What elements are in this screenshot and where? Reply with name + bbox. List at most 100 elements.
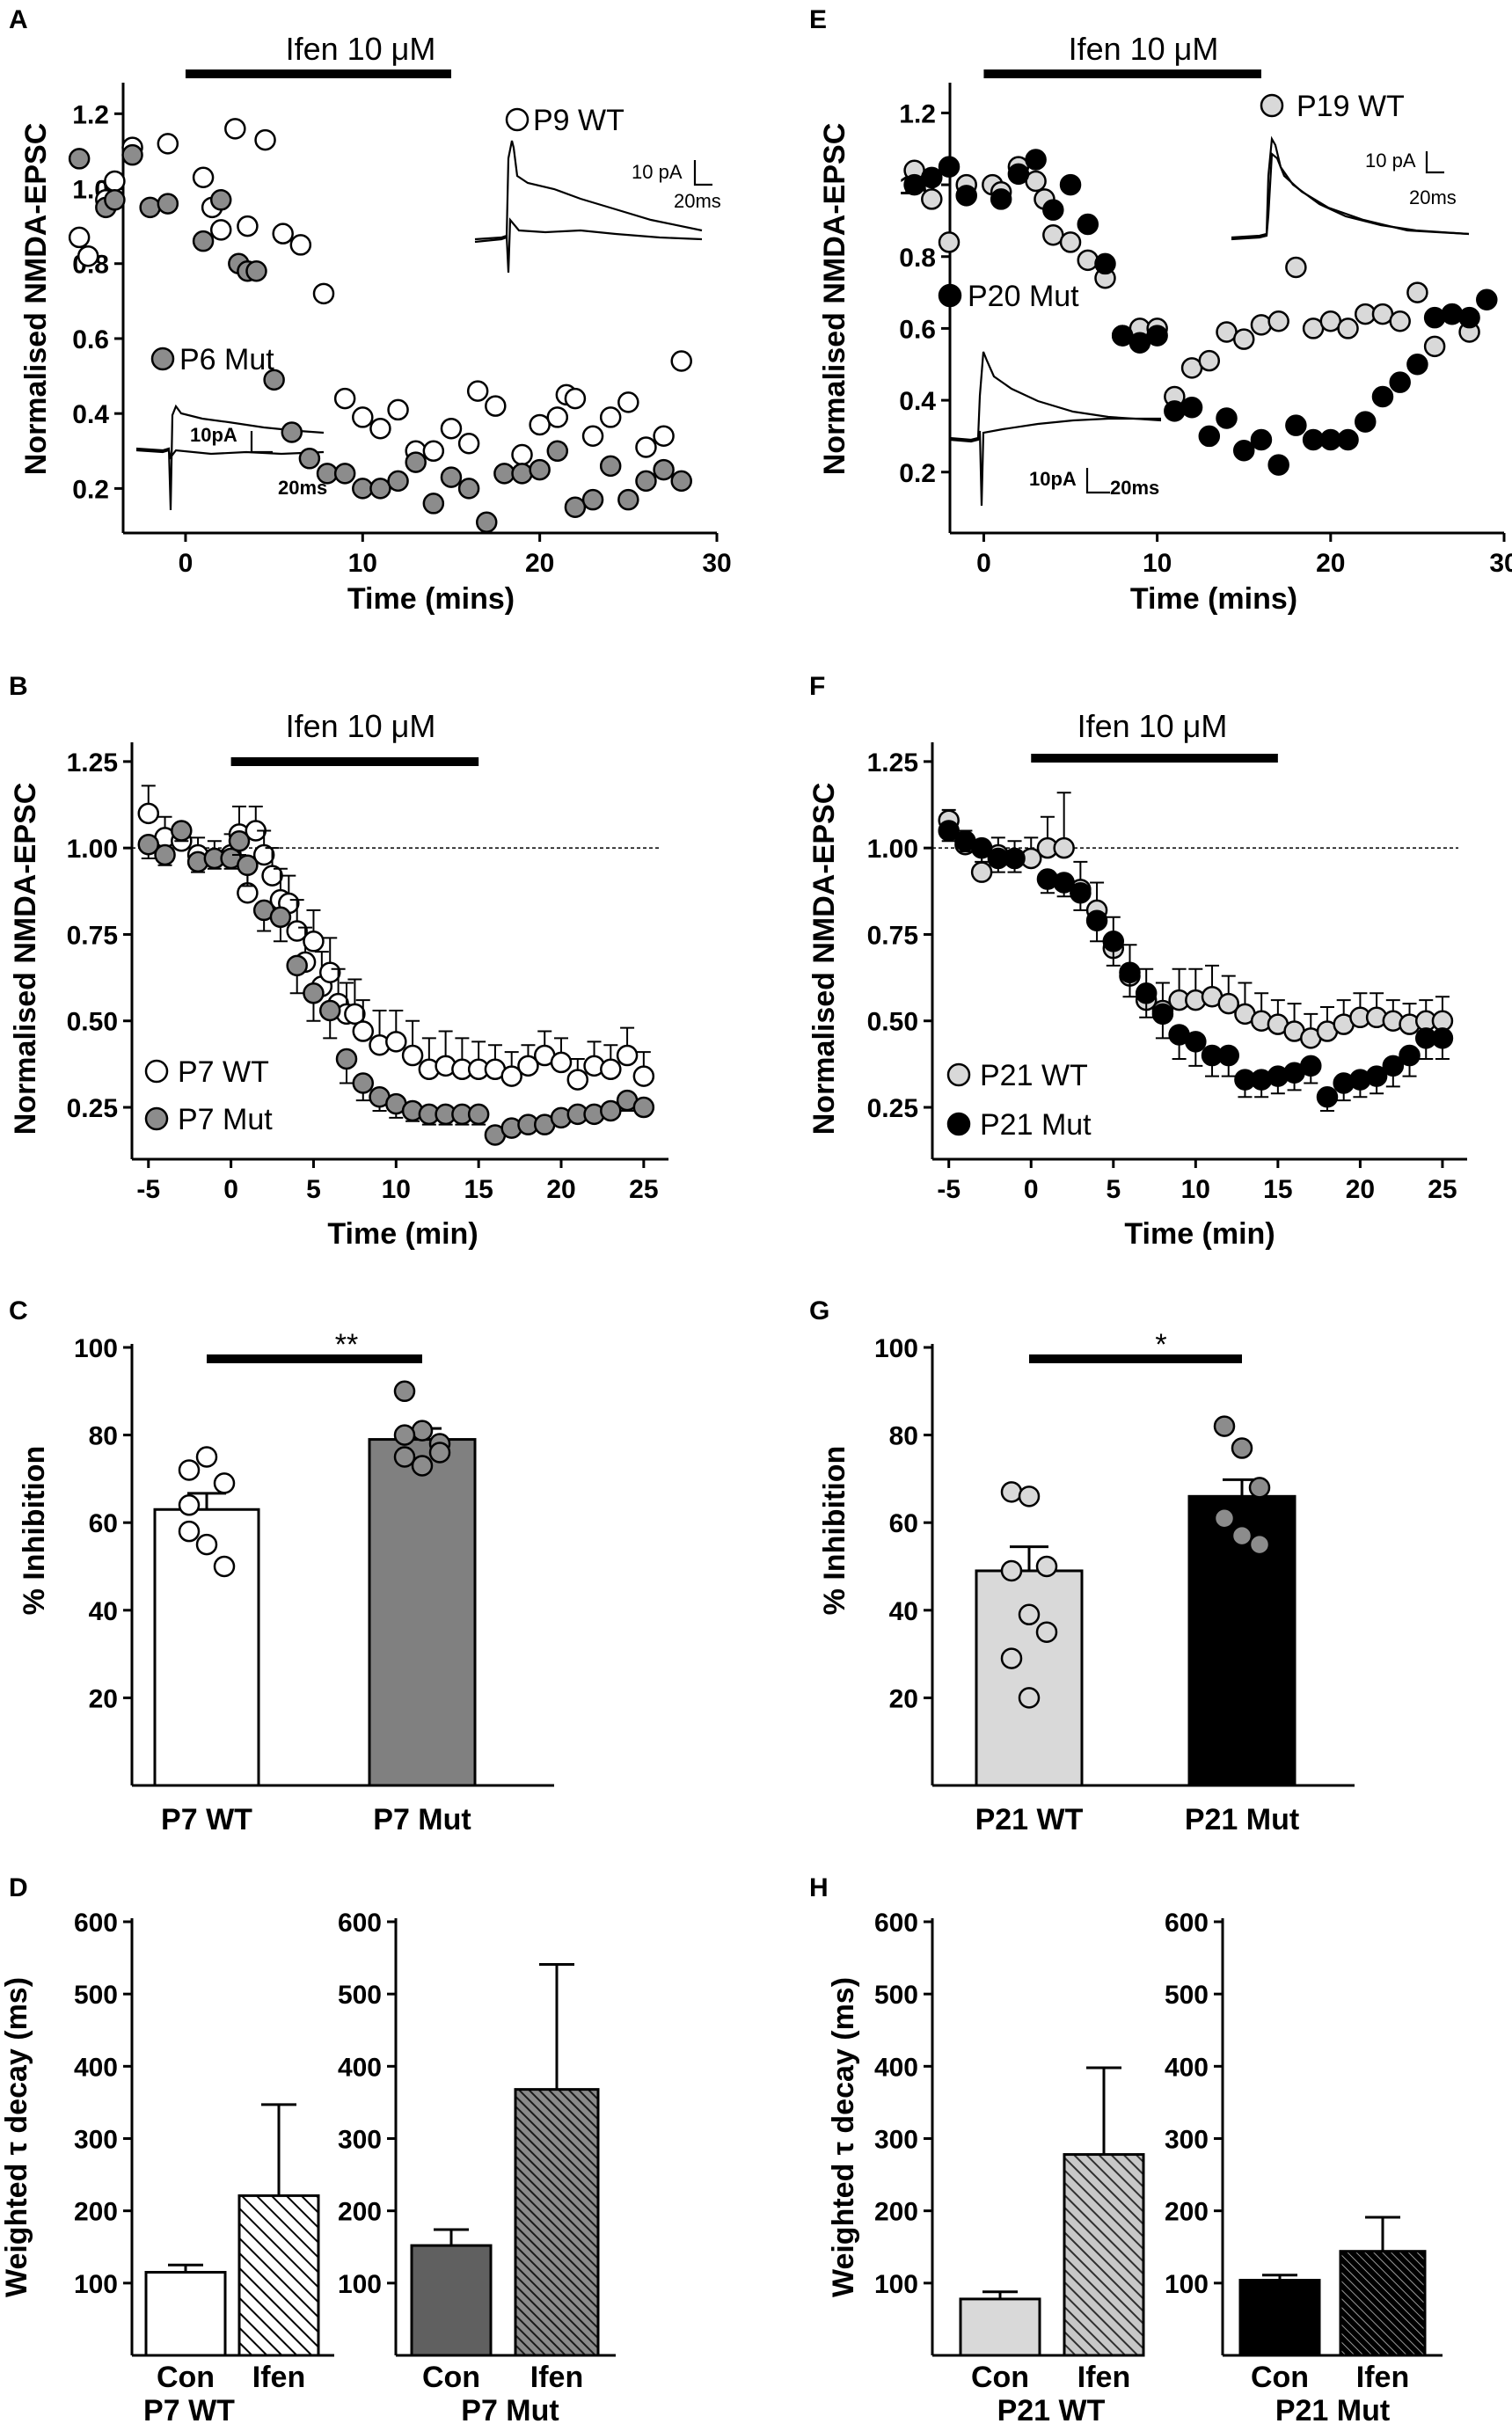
data-point — [1146, 325, 1168, 347]
legend-marker-f-wt — [946, 1062, 971, 1087]
data-point — [1217, 1044, 1239, 1067]
category-label: Ifen — [252, 2361, 305, 2394]
data-point — [921, 188, 943, 210]
data-point — [635, 470, 657, 493]
data-point — [511, 443, 533, 466]
x-tick-label: 10 — [382, 1175, 411, 1204]
xlabel-a: Time (mins) — [347, 582, 515, 616]
y-tick-label: 1.00 — [67, 835, 118, 864]
data-point — [121, 143, 143, 166]
scale-label-a-mut-y: 10pA — [190, 424, 237, 446]
data-point — [352, 1020, 375, 1042]
legend-marker-f-mut — [946, 1112, 971, 1136]
y-tick-label: 0.4 — [899, 387, 936, 416]
x-tick-label: 20 — [1346, 1175, 1375, 1204]
data-point — [1180, 397, 1203, 419]
ylabel-h: Weighted τ decay (ms) — [827, 1977, 860, 2297]
x-tick-label: 30 — [702, 549, 731, 578]
xlabel-b: Time (min) — [327, 1217, 478, 1251]
data-point — [1018, 1603, 1041, 1626]
data-point — [632, 1096, 655, 1119]
data-point — [335, 1048, 358, 1070]
data-point — [1458, 306, 1480, 329]
data-point — [1198, 349, 1221, 372]
data-point — [599, 406, 622, 428]
x-tick-label: 0 — [223, 1175, 238, 1204]
data-point — [1231, 1437, 1253, 1459]
bar-con — [1238, 2279, 1321, 2357]
data-point — [68, 226, 91, 249]
data-point — [393, 1424, 416, 1446]
category-label: P7 WT — [161, 1803, 252, 1836]
data-point — [1285, 256, 1307, 279]
panel-letter-d: D — [9, 1873, 28, 1902]
bar-con — [959, 2297, 1041, 2357]
y-tick-label: 300 — [1165, 2126, 1209, 2155]
y-tick-label: 80 — [889, 1422, 918, 1451]
data-point — [970, 861, 993, 883]
panel-letter-c: C — [9, 1296, 28, 1325]
scale-bar-a-wt — [693, 160, 712, 186]
x-tick-label: 15 — [464, 1175, 493, 1204]
data-point — [401, 1044, 424, 1067]
trace-e-wt — [1231, 135, 1470, 241]
data-point — [312, 282, 335, 305]
data-point — [178, 1459, 201, 1481]
data-point — [1059, 173, 1082, 196]
category-label: Con — [971, 2361, 1029, 2394]
data-point — [529, 413, 551, 436]
data-point — [1077, 249, 1099, 272]
data-point — [171, 820, 193, 842]
data-point — [1267, 454, 1289, 476]
data-point — [467, 1103, 490, 1126]
data-point — [1018, 1486, 1041, 1508]
scale-label-e-mut-y: 10pA — [1029, 468, 1077, 490]
bar-p7-mut — [368, 1438, 477, 1787]
data-point — [213, 1555, 236, 1578]
ylabel-b: Normalised NMDA-EPSC — [9, 783, 42, 1135]
data-point — [245, 260, 267, 282]
y-tick-label: 300 — [874, 2126, 918, 2155]
trace-e-mut — [949, 351, 1162, 507]
legend-marker-b-mut — [144, 1106, 169, 1131]
data-point — [303, 982, 325, 1004]
x-tick-label: 30 — [1489, 549, 1512, 578]
bar-con — [410, 2244, 493, 2357]
data-point — [1018, 1687, 1041, 1709]
y-tick-label: 500 — [74, 1981, 118, 2010]
data-point — [333, 387, 356, 410]
data-point — [178, 1494, 201, 1516]
data-point — [352, 1072, 375, 1094]
data-point — [224, 118, 246, 140]
data-point — [1004, 847, 1026, 870]
data-point — [564, 496, 587, 518]
y-tick-label: 300 — [74, 2126, 118, 2155]
y-tick-label: 40 — [89, 1597, 118, 1626]
y-tick-label: 300 — [338, 2126, 382, 2155]
group-label: P21 Mut — [1275, 2394, 1390, 2427]
y-tick-label: 200 — [1165, 2198, 1209, 2227]
data-point — [139, 196, 161, 219]
data-point — [1248, 1477, 1271, 1499]
data-point — [670, 470, 692, 493]
data-point — [237, 215, 259, 237]
data-point — [564, 387, 587, 410]
data-point — [1035, 1621, 1058, 1643]
data-point — [616, 1044, 639, 1067]
data-point — [1053, 872, 1075, 894]
x-tick-label: 5 — [306, 1175, 321, 1204]
y-tick-label: 0.2 — [899, 459, 936, 488]
x-tick-label: 10 — [1181, 1175, 1210, 1204]
y-tick-label: 100 — [74, 1334, 118, 1363]
data-point — [1232, 328, 1255, 350]
ylabel-e: Normalised NMDA-EPSC — [818, 123, 851, 476]
data-point — [137, 802, 160, 825]
data-point — [617, 488, 639, 511]
y-tick-label: 0.2 — [72, 475, 109, 504]
y-tick-label: 0.50 — [67, 1008, 118, 1037]
data-point — [252, 843, 275, 866]
x-tick-label: 10 — [1143, 549, 1172, 578]
x-tick-label: 20 — [546, 1175, 575, 1204]
data-point — [1000, 1647, 1023, 1669]
